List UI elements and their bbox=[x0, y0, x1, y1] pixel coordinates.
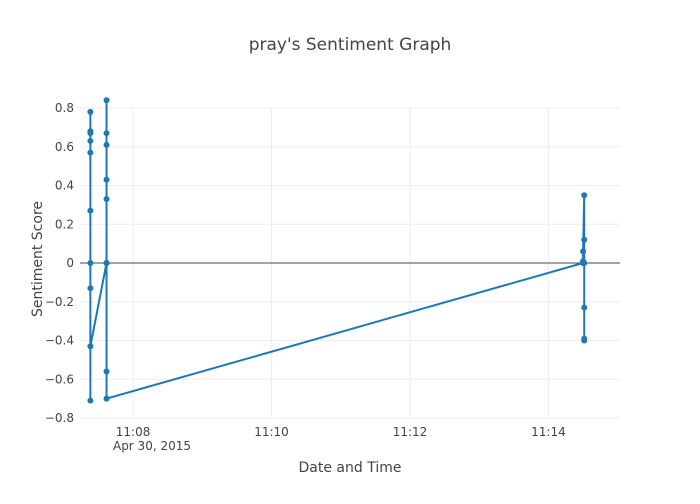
y-tick-label: −0.8 bbox=[45, 411, 74, 425]
y-tick-label: 0.8 bbox=[55, 101, 74, 115]
x-date-label: Apr 30, 2015 bbox=[113, 439, 191, 453]
x-axis-title: Date and Time bbox=[299, 460, 402, 476]
data-point bbox=[87, 149, 94, 156]
series-layer bbox=[87, 97, 588, 404]
data-point bbox=[581, 260, 588, 266]
data-point bbox=[87, 108, 94, 115]
y-tick-label: 0.6 bbox=[55, 140, 74, 154]
data-point bbox=[87, 130, 94, 137]
data-point bbox=[87, 260, 94, 266]
data-point bbox=[103, 395, 110, 402]
data-point bbox=[87, 207, 94, 214]
y-tick-label: 0.2 bbox=[55, 217, 74, 231]
series-line bbox=[89, 99, 586, 401]
data-point bbox=[580, 248, 587, 255]
data-point bbox=[103, 130, 110, 137]
y-axis-title: Sentiment Score bbox=[30, 201, 46, 317]
data-point bbox=[87, 285, 94, 292]
tick-label-layer: −0.8 −0.6 −0.4 −0.2 0 0.2 0.4 0.6 0.8 11:08 11:10 1… bbox=[45, 101, 566, 439]
data-point bbox=[103, 196, 110, 203]
x-tick-label: 11:10 bbox=[254, 425, 289, 439]
data-point bbox=[103, 368, 110, 375]
data-point bbox=[581, 236, 588, 243]
grid-layer bbox=[80, 107, 620, 419]
x-tick-label: 11:12 bbox=[393, 425, 428, 439]
data-point bbox=[87, 137, 94, 144]
x-tick-label: 11:08 bbox=[116, 425, 151, 439]
y-tick-label: −0.4 bbox=[45, 334, 74, 348]
data-point bbox=[581, 337, 588, 344]
y-tick-label: 0.4 bbox=[55, 179, 74, 193]
data-point bbox=[103, 176, 110, 183]
data-point bbox=[581, 192, 588, 199]
data-point bbox=[87, 397, 94, 404]
data-point bbox=[103, 97, 110, 104]
y-tick-label: −0.6 bbox=[45, 372, 74, 386]
y-tick-label: −0.2 bbox=[45, 295, 74, 309]
chart-title: pray's Sentiment Graph bbox=[249, 35, 452, 55]
data-point bbox=[103, 141, 110, 148]
data-point bbox=[581, 304, 588, 311]
data-point bbox=[103, 260, 110, 266]
y-tick-label: 0 bbox=[66, 256, 74, 270]
x-tick-label: 11:14 bbox=[531, 425, 566, 439]
data-point bbox=[87, 343, 94, 350]
